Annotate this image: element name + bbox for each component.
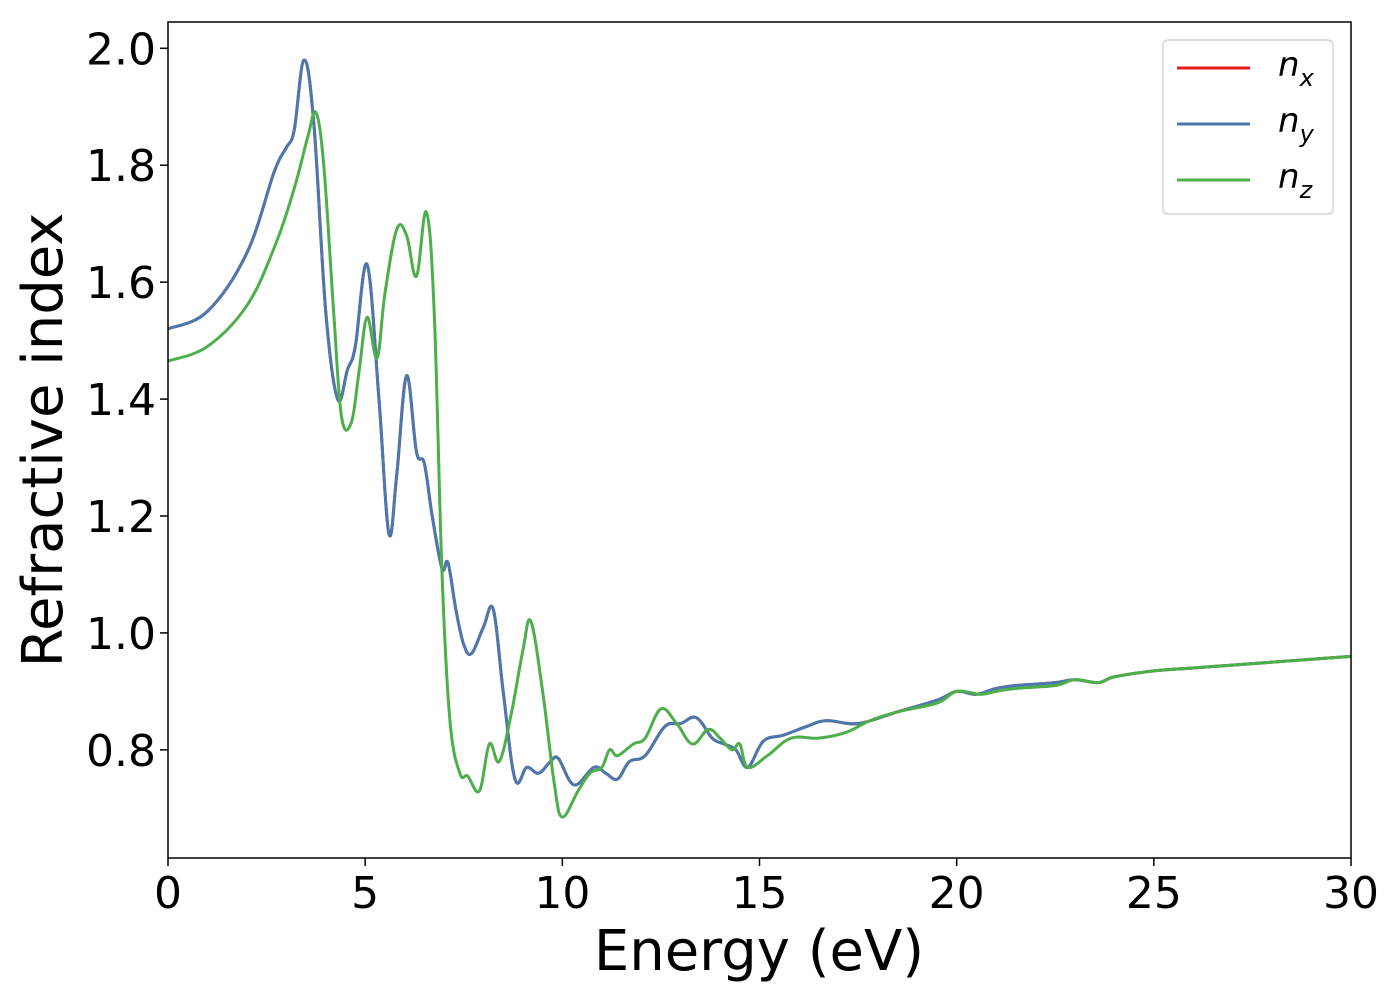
- y-axis-ticks: 0.8 1.0 1.2 1.4 1.6 1.8 2.0: [86, 24, 168, 777]
- legend-box: [1162, 39, 1334, 215]
- y-tick-label: 0.8: [86, 726, 156, 777]
- y-tick-label: 1.8: [86, 141, 156, 192]
- x-tick-label: 30: [1323, 868, 1379, 919]
- y-tick-label: 1.6: [86, 258, 156, 309]
- y-tick-label: 1.0: [86, 609, 156, 660]
- x-tick-label: 25: [1126, 868, 1182, 919]
- x-tick-label: 5: [351, 868, 379, 919]
- series-layer: [168, 58, 1351, 819]
- y-tick-label: 2.0: [86, 24, 156, 75]
- x-tick-label: 20: [929, 868, 985, 919]
- x-tick-label: 10: [534, 868, 590, 919]
- series-line-n-z: [168, 110, 1351, 819]
- x-axis-ticks: 0 5 10 15 20 25 30: [154, 858, 1379, 919]
- y-axis-label: Refractive index: [11, 213, 76, 668]
- y-tick-label: 1.2: [86, 492, 156, 543]
- y-tick-label: 1.4: [86, 375, 156, 426]
- x-axis-label: Energy (eV): [594, 919, 924, 984]
- x-tick-label: 15: [732, 868, 788, 919]
- x-tick-label: 0: [154, 868, 182, 919]
